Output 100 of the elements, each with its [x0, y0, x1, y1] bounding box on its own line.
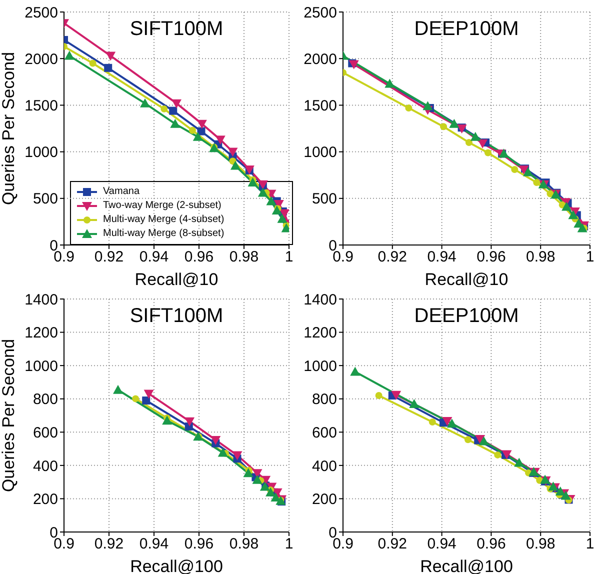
x-axis-title: Recall@100 — [420, 557, 513, 574]
point — [384, 78, 395, 88]
point — [184, 417, 195, 426]
point — [484, 149, 492, 156]
point — [470, 132, 480, 141]
x-tick-label: 0.96 — [184, 248, 214, 266]
point — [140, 98, 150, 108]
point — [162, 416, 172, 425]
x-tick-label: 0.96 — [476, 248, 506, 266]
x-tick-label: 0.98 — [229, 536, 259, 553]
chart-title: DEEP100M — [413, 305, 520, 328]
y-tick-label: 200 — [32, 491, 58, 508]
point — [172, 99, 182, 108]
x-tick-label: 0.98 — [526, 536, 556, 553]
point — [144, 390, 154, 399]
point — [196, 120, 207, 129]
chart-title: DEEP100M — [413, 18, 520, 41]
y-tick-label: 600 — [32, 424, 58, 442]
x-tick-label: 0.96 — [184, 536, 214, 553]
legend-label: Vamana — [103, 185, 140, 199]
y-tick-label: 800 — [32, 391, 58, 408]
y-tick-label: 1400 — [304, 291, 337, 308]
y-tick-label: 1200 — [304, 324, 337, 342]
legend-label: Two-way Merge (2-subset) — [103, 199, 222, 213]
point — [277, 214, 288, 223]
x-axis-title: Recall@10 — [424, 270, 508, 289]
y-tick-label: 1000 — [24, 358, 58, 375]
point — [210, 436, 221, 445]
x-tick-label: 1 — [586, 248, 594, 266]
point — [533, 179, 540, 186]
point — [428, 418, 436, 426]
point — [160, 105, 168, 112]
point — [546, 190, 554, 198]
point — [266, 196, 276, 206]
chart-title: SIFT100M — [128, 18, 224, 41]
x-tick-label: 1 — [284, 536, 294, 553]
point — [523, 167, 534, 176]
point — [409, 399, 420, 408]
point — [514, 458, 524, 467]
point — [375, 392, 382, 400]
point — [511, 166, 518, 174]
x-tick-label: 0.96 — [476, 536, 506, 553]
point — [391, 390, 402, 400]
point — [252, 474, 262, 484]
chart-title: SIFT100M — [128, 305, 224, 328]
point — [465, 138, 472, 146]
point — [243, 468, 254, 478]
y-tick-label: 1500 — [304, 98, 337, 115]
y-tick-label: 400 — [312, 458, 337, 475]
y-tick-label: 2500 — [24, 4, 58, 22]
y-tick-label: 1400 — [24, 291, 58, 308]
point — [188, 126, 196, 134]
point — [405, 104, 412, 112]
point — [422, 101, 433, 110]
point — [132, 395, 140, 402]
point — [248, 178, 258, 187]
y-axis-title: Queries Per Second — [0, 52, 18, 206]
point — [89, 60, 96, 67]
legend-label: Multi-way Merge (8-subset) — [103, 227, 224, 241]
y-tick-label: 2500 — [304, 4, 337, 22]
point — [170, 118, 180, 128]
point — [475, 434, 486, 444]
point — [218, 448, 228, 457]
x-tick-label: 0.94 — [427, 536, 456, 553]
x-tick-label: 0.94 — [427, 248, 456, 266]
x-tick-label: 0.92 — [378, 248, 407, 266]
y-tick-label: 1000 — [304, 144, 337, 162]
point — [555, 486, 566, 496]
x-tick-label: 0.98 — [526, 248, 556, 266]
y-tick-label: 2000 — [304, 50, 337, 68]
x-tick-label: 0.92 — [94, 248, 124, 266]
y-tick-label: 500 — [312, 190, 337, 208]
point — [192, 132, 203, 141]
point — [142, 396, 150, 405]
point — [518, 166, 529, 175]
point — [498, 148, 509, 158]
legend-label: Multi-way Merge (4-subset) — [103, 213, 224, 227]
x-tick-label: 0.92 — [378, 536, 407, 553]
point — [348, 60, 359, 70]
point — [104, 64, 112, 72]
point — [464, 436, 472, 444]
point — [64, 50, 74, 60]
y-tick-label: 800 — [312, 391, 337, 408]
y-tick-label: 500 — [32, 190, 58, 208]
x-axis-title: Recall@100 — [130, 557, 223, 574]
x-tick-label: 0.94 — [139, 536, 169, 553]
point — [478, 139, 488, 148]
x-tick-label: 0.98 — [229, 248, 259, 266]
point — [568, 210, 578, 220]
y-tick-label: 400 — [32, 458, 58, 475]
point — [232, 451, 242, 460]
y-tick-label: 1000 — [24, 144, 58, 162]
point — [449, 118, 460, 128]
x-axis-title: Recall@10 — [134, 270, 218, 289]
point — [266, 487, 276, 496]
y-tick-label: 1200 — [24, 324, 58, 342]
point — [197, 127, 206, 136]
y-tick-label: 200 — [312, 491, 337, 508]
x-tick-label: 0.94 — [139, 248, 169, 266]
y-tick-label: 1500 — [24, 98, 58, 115]
